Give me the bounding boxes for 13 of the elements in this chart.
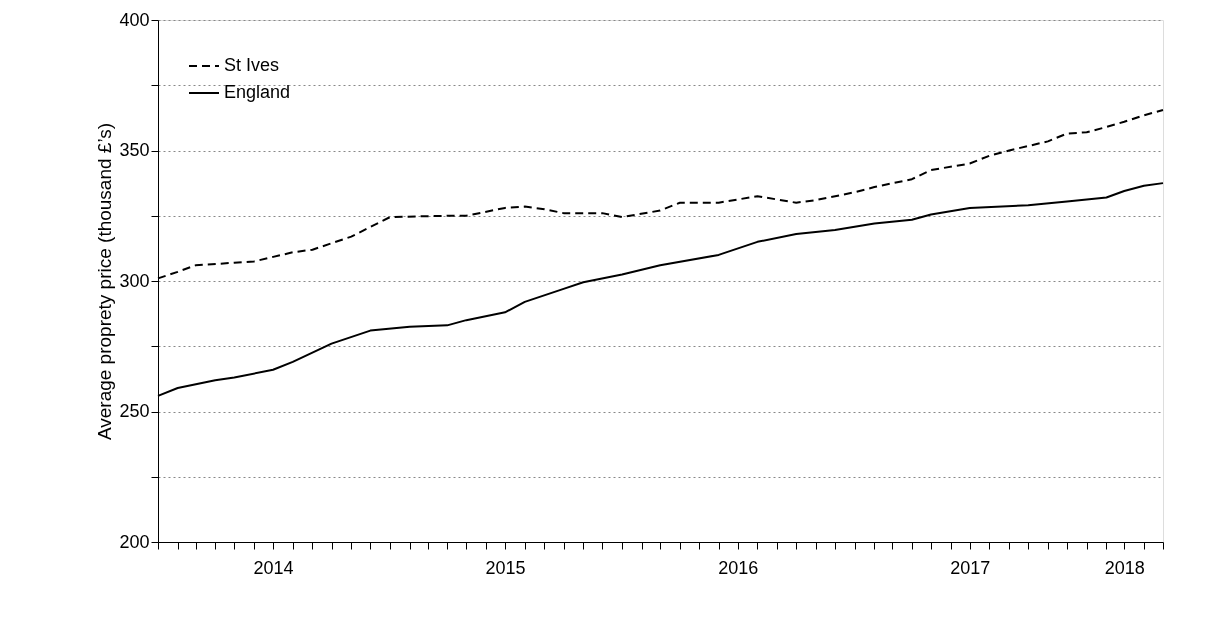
y-axis-title: Average proprety price (thousand £’s) xyxy=(94,122,116,441)
y-tick-label: 350 xyxy=(119,140,150,160)
x-tick-label: 2015 xyxy=(485,557,526,578)
x-tick-label: 2018 xyxy=(1104,557,1145,578)
x-tick-label: 2014 xyxy=(253,557,294,578)
x-tick-label: 2016 xyxy=(718,557,759,578)
legend-label: St Ives xyxy=(224,55,280,75)
y-tick-label: 400 xyxy=(119,9,150,30)
y-tick-label: 200 xyxy=(119,531,150,552)
y-tick-label: 250 xyxy=(119,401,150,421)
y-tick-label: 300 xyxy=(119,270,150,291)
x-tick-label: 2017 xyxy=(950,557,991,578)
legend-label: England xyxy=(224,82,291,102)
